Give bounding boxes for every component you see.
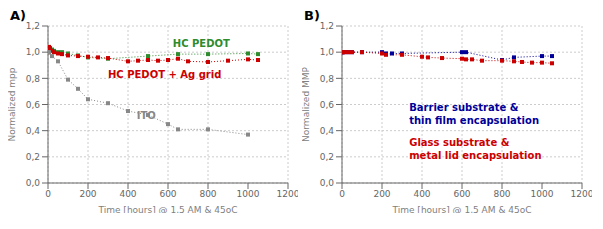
svg-text:1200: 1200 — [571, 189, 592, 199]
svg-text:0,4: 0,4 — [320, 126, 335, 136]
svg-text:0,2: 0,2 — [26, 152, 40, 162]
svg-text:1,2: 1,2 — [320, 21, 334, 31]
svg-text:200: 200 — [373, 189, 390, 199]
html-text:Glass substrate & metal lid en: Glass substrate & metal lid encapsulatio… — [409, 136, 542, 161]
html-text:B): B) — [304, 8, 320, 23]
svg-text:400: 400 — [413, 189, 430, 199]
svg-text:Time [hours] @ 1,5 AM & 45oC: Time [hours] @ 1,5 AM & 45oC — [391, 205, 531, 213]
svg-text:0,0: 0,0 — [26, 178, 41, 188]
svg-text:Normalized MMP: Normalized MMP — [302, 67, 311, 142]
svg-text:1,0: 1,0 — [320, 47, 335, 57]
svg-text:600: 600 — [453, 189, 470, 199]
svg-text:0,8: 0,8 — [320, 74, 335, 84]
svg-text:1000: 1000 — [531, 189, 554, 199]
svg-text:1200: 1200 — [277, 189, 298, 199]
svg-text:600: 600 — [159, 189, 176, 199]
svg-text:Time [hours] @ 1,5 AM & 45oC: Time [hours] @ 1,5 AM & 45oC — [97, 205, 237, 213]
html-text:HC PEDOT: HC PEDOT — [172, 38, 230, 49]
svg-text:Normalized mpp: Normalized mpp — [8, 67, 17, 141]
svg-text:0,6: 0,6 — [26, 100, 41, 110]
html-text:ITO: ITO — [136, 110, 156, 122]
svg-text:0,8: 0,8 — [26, 74, 41, 84]
svg-text:1,2: 1,2 — [26, 21, 40, 31]
svg-text:800: 800 — [199, 189, 216, 199]
svg-text:200: 200 — [79, 189, 96, 199]
html-text:A): A) — [10, 8, 26, 23]
svg-text:0,6: 0,6 — [320, 100, 335, 110]
svg-text:400: 400 — [119, 189, 136, 199]
svg-text:0,0: 0,0 — [320, 178, 335, 188]
svg-text:0: 0 — [45, 189, 51, 199]
svg-text:800: 800 — [493, 189, 510, 199]
html-text:HC PEDOT + Ag grid: HC PEDOT + Ag grid — [108, 69, 222, 81]
svg-text:0,2: 0,2 — [320, 152, 334, 162]
svg-text:1000: 1000 — [237, 189, 260, 199]
svg-text:1,0: 1,0 — [26, 47, 41, 57]
svg-text:0,4: 0,4 — [26, 126, 41, 136]
svg-text:0: 0 — [339, 189, 345, 199]
html-text:Barrier substrate & thin film: Barrier substrate & thin film encapsulat… — [409, 102, 539, 127]
